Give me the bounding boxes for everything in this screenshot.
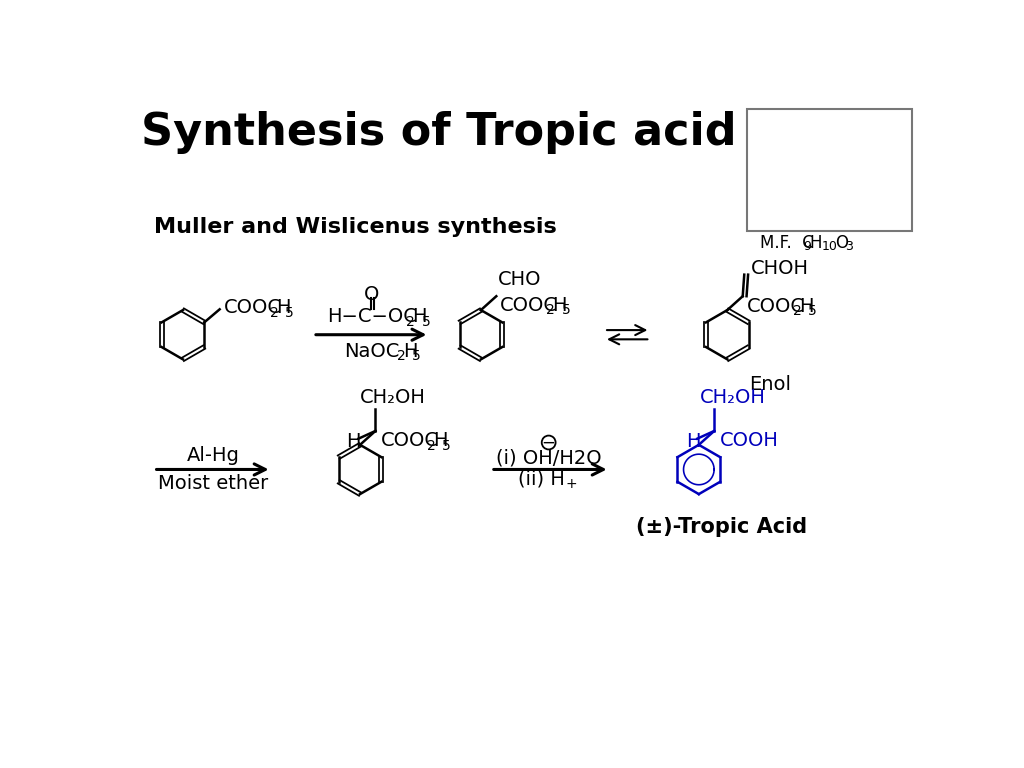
Text: 10: 10 (821, 240, 838, 253)
Text: 2: 2 (407, 315, 415, 329)
Bar (746, 109, 912, 230)
Text: O: O (836, 234, 848, 252)
Text: 9: 9 (804, 240, 811, 253)
Text: H: H (413, 307, 427, 326)
Text: −: − (542, 433, 556, 452)
Text: 2: 2 (793, 304, 802, 318)
Text: 2: 2 (397, 349, 406, 363)
Text: H: H (433, 432, 447, 451)
Text: CHO: CHO (498, 270, 542, 289)
Text: Tropic acid: Tropic acid (777, 203, 869, 217)
Text: M.F.  C: M.F. C (761, 234, 814, 252)
Text: H: H (553, 296, 567, 315)
Text: HO: HO (765, 160, 786, 173)
Text: COOC: COOC (746, 296, 805, 316)
Text: 3: 3 (845, 240, 853, 253)
Text: CH₂OH: CH₂OH (843, 141, 889, 154)
Text: 5: 5 (285, 306, 294, 320)
Text: O: O (364, 285, 379, 304)
Text: O: O (781, 126, 793, 139)
Text: H−C−OC: H−C−OC (327, 307, 417, 326)
Text: CH₂OH: CH₂OH (700, 388, 766, 406)
Text: COOC: COOC (500, 296, 558, 315)
Text: H: H (799, 296, 813, 316)
Text: 5: 5 (808, 304, 817, 318)
Text: H: H (810, 234, 822, 252)
Text: 2: 2 (427, 439, 436, 452)
Text: COOH: COOH (720, 432, 778, 451)
Text: 2: 2 (269, 306, 279, 320)
Text: Muller and Wislicenus synthesis: Muller and Wislicenus synthesis (154, 217, 556, 237)
Text: COOC: COOC (223, 298, 282, 317)
Text: 5: 5 (562, 303, 570, 317)
Text: Moist ether: Moist ether (158, 474, 268, 493)
Text: H: H (346, 432, 361, 452)
Text: H: H (403, 343, 418, 361)
Text: Al-Hg: Al-Hg (186, 446, 240, 465)
Text: CH₂OH: CH₂OH (360, 388, 426, 406)
Text: (±)-Tropic Acid: (±)-Tropic Acid (636, 517, 808, 537)
Text: 5: 5 (442, 439, 452, 452)
Text: (ii) H: (ii) H (517, 470, 564, 489)
Text: (i) OH/H2O: (i) OH/H2O (496, 449, 601, 468)
Text: 5: 5 (422, 315, 430, 329)
Text: H: H (275, 298, 291, 317)
Text: NaOC: NaOC (344, 343, 399, 361)
Text: +: + (566, 477, 578, 491)
Text: CHOH: CHOH (751, 259, 808, 278)
Text: COOC: COOC (381, 432, 439, 451)
Text: 5: 5 (413, 349, 421, 363)
Text: 2: 2 (547, 303, 555, 317)
Text: Enol: Enol (749, 376, 791, 394)
Text: Synthesis of Tropic acid: Synthesis of Tropic acid (140, 111, 736, 154)
Text: H: H (686, 432, 700, 452)
